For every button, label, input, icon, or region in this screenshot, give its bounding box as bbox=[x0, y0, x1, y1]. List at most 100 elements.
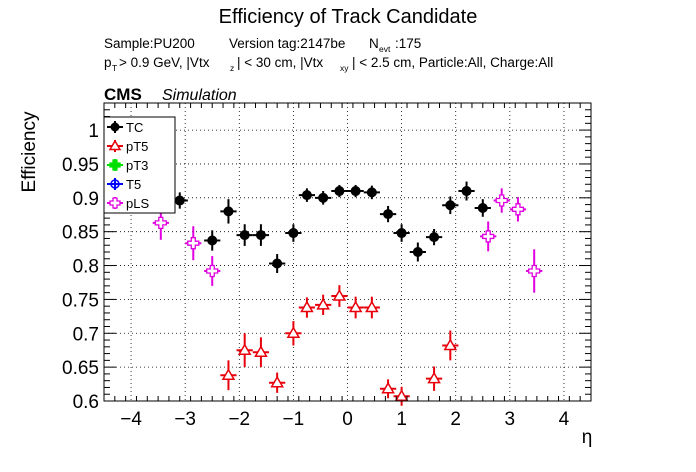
marker bbox=[221, 368, 236, 381]
marker bbox=[154, 216, 167, 230]
marker bbox=[511, 203, 525, 216]
data-point bbox=[393, 224, 410, 242]
cut-1: > 0.9 GeV, |Vtx bbox=[119, 55, 210, 70]
y-tick-label: 0.6 bbox=[73, 392, 99, 413]
version-label: Version tag:2147be bbox=[229, 36, 345, 51]
marker bbox=[286, 326, 301, 339]
data-point bbox=[185, 226, 202, 261]
data-point bbox=[236, 224, 253, 246]
marker bbox=[109, 197, 121, 209]
y-tick-label: 0.95 bbox=[62, 155, 99, 176]
pt-subscript: T bbox=[112, 63, 117, 73]
marker bbox=[332, 289, 347, 301]
x-tick-label: 1 bbox=[396, 409, 407, 430]
legend-entry-tc: TC bbox=[107, 120, 143, 135]
data-point bbox=[363, 185, 380, 200]
nevt-subscript: evt bbox=[379, 44, 391, 54]
data-point bbox=[480, 221, 497, 252]
legend-entry-pls: pLS bbox=[107, 196, 149, 211]
legend-label: pLS bbox=[126, 196, 149, 211]
marker bbox=[187, 237, 200, 250]
legend-entry-pt5: pT5 bbox=[107, 139, 148, 154]
x-tick-label: 2 bbox=[450, 409, 461, 430]
data-point bbox=[347, 184, 364, 198]
marker bbox=[348, 300, 363, 313]
nevt-label: N bbox=[369, 36, 379, 51]
marker bbox=[300, 300, 314, 313]
marker bbox=[207, 235, 218, 246]
data-point bbox=[442, 330, 459, 361]
legend: TC pT5 pT3 T5 pLS bbox=[103, 116, 176, 214]
series-tc bbox=[171, 181, 491, 273]
x-tick-label: −4 bbox=[120, 409, 142, 430]
marker bbox=[109, 159, 121, 171]
marker bbox=[383, 209, 394, 220]
marker bbox=[394, 389, 409, 402]
marker bbox=[412, 247, 423, 257]
data-point bbox=[220, 360, 237, 391]
series-pt5 bbox=[220, 285, 459, 406]
y-tick-label: 0.8 bbox=[73, 257, 99, 278]
data-point bbox=[474, 199, 491, 217]
marker bbox=[316, 297, 330, 310]
data-point bbox=[204, 256, 221, 286]
data-point bbox=[252, 224, 270, 246]
y-tick-label: 0.65 bbox=[62, 358, 99, 379]
legend-label: TC bbox=[126, 120, 143, 135]
marker bbox=[254, 345, 268, 357]
simulation-label: Simulation bbox=[162, 87, 237, 104]
data-point bbox=[425, 228, 443, 246]
legend-label: pT3 bbox=[126, 158, 148, 173]
marker bbox=[288, 228, 299, 239]
cut-2: | < 30 cm, |Vtx bbox=[237, 55, 323, 70]
marker bbox=[429, 232, 440, 243]
marker bbox=[255, 230, 266, 241]
nevt-value: :175 bbox=[395, 36, 421, 51]
marker bbox=[427, 371, 441, 384]
marker bbox=[301, 190, 312, 201]
data-point bbox=[331, 285, 348, 307]
x-tick-label: −1 bbox=[283, 409, 305, 430]
pt-label: p bbox=[104, 55, 112, 70]
data-point bbox=[509, 197, 527, 222]
sample-label: Sample:PU200 bbox=[104, 36, 195, 51]
data-point bbox=[285, 321, 302, 346]
marker bbox=[396, 228, 407, 239]
data-point bbox=[236, 333, 253, 368]
marker bbox=[350, 186, 361, 197]
data-point bbox=[220, 199, 237, 224]
marker bbox=[461, 186, 472, 197]
data-point bbox=[379, 205, 397, 223]
data-point bbox=[298, 297, 316, 318]
y-tick-label: 0.7 bbox=[73, 324, 99, 345]
x-tick-label: 4 bbox=[559, 409, 570, 430]
legend-label: T5 bbox=[126, 177, 141, 192]
y-tick-label: 1 bbox=[88, 121, 99, 142]
marker bbox=[174, 195, 185, 206]
vtx-xy-subscript: xy bbox=[340, 63, 349, 73]
data-point bbox=[442, 196, 459, 215]
series-layer bbox=[152, 181, 543, 406]
marker bbox=[110, 122, 120, 132]
series-pls bbox=[152, 188, 543, 293]
marker bbox=[365, 300, 379, 313]
marker bbox=[206, 264, 219, 278]
x-tick-label: 3 bbox=[505, 409, 516, 430]
data-point bbox=[425, 366, 443, 391]
data-point bbox=[252, 337, 270, 368]
ticks: −4 −3 −2 −1 0 1 2 3 4 0.6 0.65 0.7 0.75 0.8 0.85 0.9 0.9… bbox=[62, 102, 592, 430]
cms-label: CMS bbox=[104, 85, 142, 104]
data-point bbox=[363, 296, 380, 319]
marker bbox=[270, 375, 284, 388]
data-point bbox=[526, 249, 543, 293]
legend-entry-pt3: pT3 bbox=[107, 158, 148, 173]
y-tick-label: 0.75 bbox=[62, 290, 99, 311]
marker bbox=[239, 230, 250, 241]
data-point bbox=[269, 254, 286, 273]
grid bbox=[104, 103, 591, 402]
legend-entry-t5: T5 bbox=[107, 177, 141, 192]
y-tick-label: 0.9 bbox=[73, 189, 99, 210]
marker bbox=[272, 258, 283, 269]
x-tick-label: −3 bbox=[174, 409, 196, 430]
